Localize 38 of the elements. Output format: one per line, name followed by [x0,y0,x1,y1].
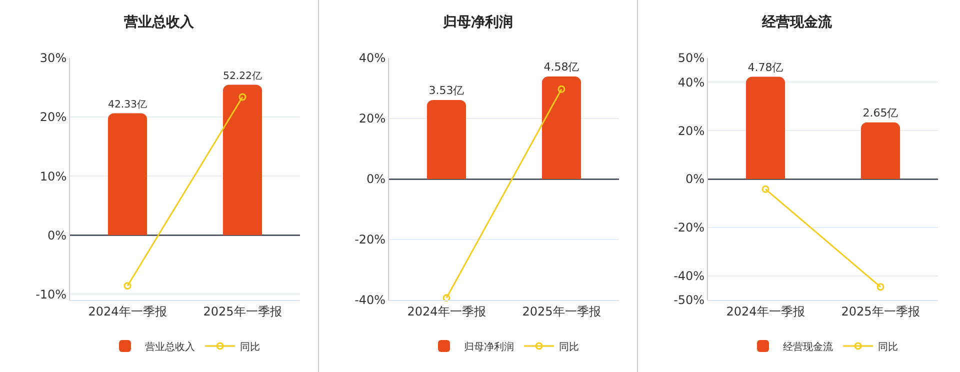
y-tick-label: 40% [678,75,705,90]
y-tick-label: 20% [40,110,67,124]
y-tick-label: 30% [40,51,67,66]
y-tick-label: 0% [48,228,67,242]
x-tick-label: 2024年一季报 [88,304,167,318]
data-label: 3.53亿 [428,84,464,98]
legend-label: 同比 [878,340,898,353]
y-tick-label: 10% [40,169,67,184]
y-tick-label: 40% [358,51,386,66]
y-tick-label: -50% [674,293,705,308]
chart-title: 营业总收入 [123,14,195,31]
legend-label: 营业总收入 [145,340,195,353]
data-label: 2.65亿 [862,106,898,120]
legend-label: 同比 [559,340,579,353]
x-tick-label: 2025年一季报 [203,304,282,318]
data-label: 52.22亿 [223,70,262,82]
y-tick-label: 20% [678,124,705,138]
chart-title: 归母净利润 [442,14,513,31]
y-tick-label: -10% [36,287,67,302]
legend-label: 经营现金流 [783,340,833,353]
legend-label: 同比 [240,340,260,353]
x-tick-label: 2024年一季报 [726,304,805,318]
chart-title: 经营现金流 [761,14,833,31]
data-label: 4.78亿 [748,60,784,74]
y-tick-label: 0% [366,172,386,186]
y-tick-label: -20% [354,232,386,247]
y-tick-label: -20% [674,220,705,235]
y-tick-label: 0% [686,172,705,186]
x-tick-label: 2025年一季报 [841,304,920,318]
x-tick-label: 2025年一季报 [522,304,601,318]
data-label: 4.58亿 [544,60,580,74]
y-tick-label: -40% [674,269,705,283]
y-tick-label: 20% [358,112,386,126]
data-label: 42.33亿 [108,99,147,110]
legend-label: 归母净利润 [464,340,514,353]
y-tick-label: 50% [678,51,705,66]
x-tick-label: 2024年一季报 [407,304,486,318]
y-tick-label: -40% [354,293,386,308]
